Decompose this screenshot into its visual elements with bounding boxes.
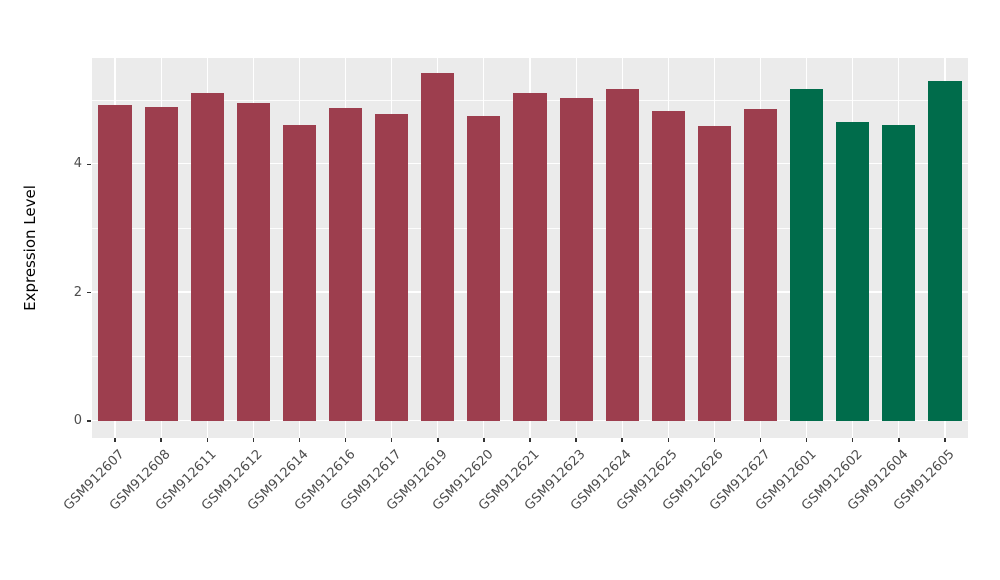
y-tick-mark [87,291,91,294]
bar-GSM912624 [605,88,639,421]
bar-GSM912611 [190,92,224,421]
x-tick-mark [667,438,670,442]
bar-GSM912623 [559,98,593,421]
bar-GSM912627 [743,109,778,421]
x-tick-mark [298,438,301,442]
x-tick-mark [390,438,393,442]
x-tick-mark [437,438,439,442]
bar-GSM912605 [928,81,962,421]
bar-GSM912607 [98,104,132,421]
x-tick-mark [344,438,347,442]
x-tick-mark [805,438,808,442]
x-tick-mark [851,438,854,442]
y-tick-mark [87,163,91,166]
y-axis-title: Expression Level [21,185,39,311]
y-tick-mark [87,420,91,422]
bar-GSM912620 [467,116,501,421]
bar-GSM912612 [236,102,270,421]
x-tick-mark [483,438,485,442]
x-tick-mark [713,438,716,442]
x-tick-mark [114,438,116,442]
x-tick-mark [575,438,577,442]
bar-GSM912621 [513,92,547,421]
y-tick-label: 4 [73,156,82,172]
x-tick-mark [944,438,946,442]
bar-GSM912626 [697,125,731,421]
x-tick-mark [529,438,531,442]
x-tick-mark [252,438,255,442]
bar-GSM912616 [328,108,363,421]
bar-GSM912617 [375,114,409,421]
x-tick-mark [206,438,208,442]
y-tick-label: 2 [73,284,82,300]
bar-GSM912602 [836,122,870,421]
x-tick-mark [160,438,162,442]
x-tick-mark [621,438,623,442]
bar-GSM912601 [790,88,824,421]
bar-GSM912625 [651,111,685,421]
bar-GSM912604 [882,124,916,421]
x-tick-mark [898,438,900,442]
bar-GSM912614 [282,124,317,421]
y-tick-label: 0 [73,413,82,428]
bar-GSM912608 [144,106,178,421]
plot-panel [92,58,968,438]
x-tick-mark [759,438,762,442]
bar-GSM912619 [421,73,455,421]
